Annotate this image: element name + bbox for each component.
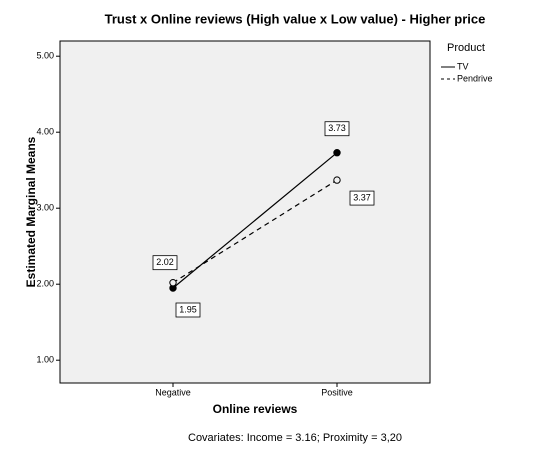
legend-label: Pendrive — [457, 73, 493, 83]
plot-area — [59, 40, 431, 384]
marker — [169, 278, 177, 287]
marker — [333, 149, 341, 157]
data-label: 3.73 — [328, 123, 346, 133]
series-line — [172, 152, 338, 289]
x-axis-title: Online reviews — [213, 402, 298, 416]
data-label: 3.37 — [353, 192, 371, 202]
y-axis-title: Estimated Marginal Means — [24, 136, 38, 287]
footnote: Covariates: Income = 3.16; Proximity = 3… — [188, 432, 402, 444]
x-tick-label: Positive — [321, 387, 353, 397]
y-tick-label: 3.00 — [36, 203, 54, 213]
legend-title: Product — [447, 42, 485, 54]
data-label-box — [175, 302, 201, 318]
y-tick-label: 1.00 — [36, 355, 54, 365]
chart-title: Trust x Online reviews (High value x Low… — [105, 11, 486, 26]
data-label-box — [324, 121, 350, 137]
data-label-box — [152, 255, 178, 271]
y-tick-label: 4.00 — [36, 127, 54, 137]
x-tick-label: Negative — [155, 387, 191, 397]
y-tick-label: 5.00 — [36, 51, 54, 61]
data-label: 2.02 — [156, 257, 174, 267]
marker — [333, 176, 341, 184]
data-label-box — [349, 190, 375, 206]
data-label: 1.95 — [179, 304, 197, 314]
legend-label: TV — [457, 61, 469, 71]
y-tick-label: 2.00 — [36, 279, 54, 289]
